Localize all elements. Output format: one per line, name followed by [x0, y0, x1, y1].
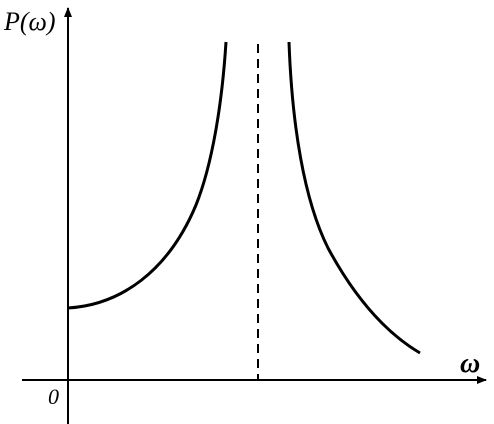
y-axis-label: P(ω) — [3, 7, 56, 36]
right-curve — [287, 41, 421, 355]
left-curve — [67, 41, 228, 310]
x-axis-label: ω — [460, 348, 480, 379]
origin-label: 0 — [48, 384, 59, 409]
